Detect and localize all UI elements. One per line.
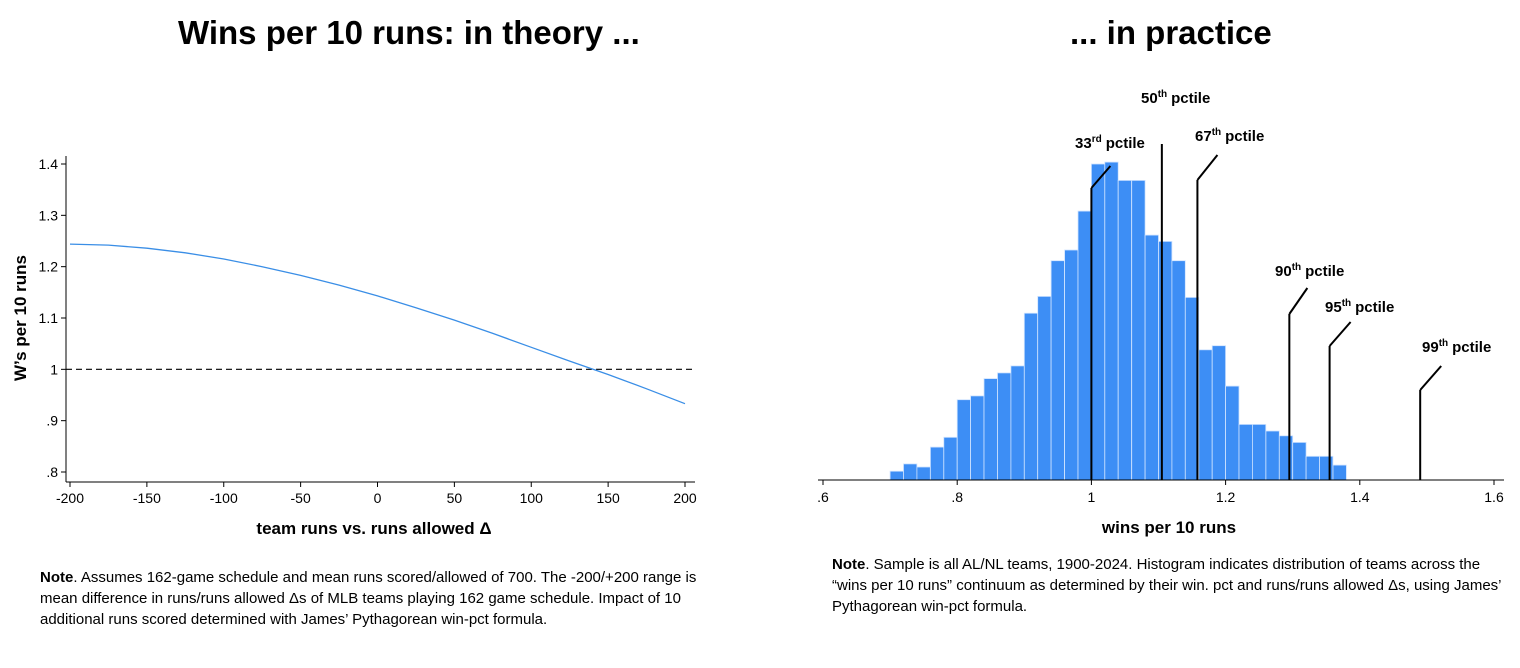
histogram-bar: [1117, 179, 1132, 481]
histogram-bar: [1238, 423, 1253, 481]
histogram-bar: [1171, 260, 1186, 481]
right-x-axis-label: wins per 10 runs: [1101, 518, 1236, 537]
percentile-label: 33rd pctile: [1075, 134, 1145, 152]
left-x-tick-label: -150: [133, 490, 161, 506]
right-note: Note. Sample is all AL/NL teams, 1900-20…: [832, 554, 1512, 617]
left-y-tick-label: 1.1: [39, 310, 59, 326]
right-chart-title: ... in practice: [1070, 14, 1272, 51]
right-x-tick-label: 1.4: [1350, 489, 1370, 505]
histogram-bar: [1050, 260, 1065, 481]
histogram-bar: [1319, 455, 1334, 481]
histogram-bar: [997, 372, 1012, 481]
histogram-bar: [1265, 430, 1280, 481]
histogram-bar: [1292, 441, 1307, 481]
left-note-text: . Assumes 162-game schedule and mean run…: [40, 569, 697, 628]
histogram-bar: [1023, 312, 1039, 481]
left-y-tick-label: 1: [50, 361, 58, 377]
right-x-tick-label: .8: [951, 489, 963, 505]
histogram-bar: [1064, 249, 1079, 481]
histogram-bar: [1305, 455, 1320, 481]
histogram-bar: [983, 378, 998, 481]
histogram-bar: [1332, 464, 1347, 481]
histogram-bar: [970, 395, 985, 481]
histogram-bar: [889, 470, 904, 481]
percentile-label: 99th pctile: [1422, 338, 1491, 356]
histogram-bar: [916, 466, 931, 481]
histogram-bar: [1104, 161, 1119, 481]
left-note: Note. Assumes 162-game schedule and mean…: [40, 567, 720, 630]
left-y-tick-label: 1.3: [39, 207, 59, 223]
percentile-marker-leader: [1288, 287, 1309, 315]
right-note-text: . Sample is all AL/NL teams, 1900-2024. …: [832, 556, 1501, 615]
right-x-tick-label: 1.6: [1484, 489, 1504, 505]
left-x-tick-label: -200: [56, 490, 84, 506]
histogram-bar: [1158, 240, 1173, 481]
histogram-bar: [1225, 385, 1240, 481]
right-x-tick-label: 1.2: [1216, 489, 1236, 505]
percentile-label: 67th pctile: [1195, 127, 1264, 145]
percentile-marker-leader: [1328, 321, 1352, 347]
percentile-label: 50th pctile: [1141, 89, 1210, 107]
histogram-bar: [943, 436, 958, 481]
percentile-label: 95th pctile: [1325, 298, 1394, 316]
histogram-bar: [1131, 179, 1146, 481]
percentile-marker-leader: [1419, 365, 1442, 391]
percentile-marker-leader: [1196, 154, 1219, 181]
histogram-bar: [1278, 435, 1294, 481]
left-x-tick-label: -50: [291, 490, 311, 506]
left-chart-title: Wins per 10 runs: in theory ...: [178, 14, 640, 51]
histogram-bar: [1037, 295, 1052, 481]
histogram-bar: [1198, 349, 1213, 481]
left-x-tick-label: -100: [210, 490, 238, 506]
left-series-line: [69, 243, 686, 405]
percentile-marker-leader: [1090, 165, 1112, 189]
right-x-tick-label: 1: [1088, 489, 1096, 505]
left-y-tick-label: 1.2: [39, 259, 59, 275]
histogram-bar: [956, 399, 972, 481]
histogram-bar: [1144, 234, 1159, 481]
left-note-label: Note: [40, 569, 74, 586]
left-x-axis-label: team runs vs. runs allowed Δ: [256, 519, 491, 538]
left-y-axis-label: W’s per 10 runs: [11, 255, 30, 381]
histogram-bar: [1077, 210, 1092, 481]
right-note-label: Note: [832, 556, 866, 573]
left-x-tick-label: 100: [520, 490, 544, 506]
percentile-label: 90th pctile: [1275, 262, 1344, 280]
histogram-bar: [1091, 163, 1106, 481]
right-x-tick-label: .6: [817, 489, 829, 505]
left-y-tick-label: 1.4: [39, 156, 59, 172]
left-x-tick-label: 150: [596, 490, 620, 506]
left-x-tick-label: 50: [447, 490, 463, 506]
histogram-bar: [1010, 365, 1025, 481]
histogram-bar: [1211, 345, 1226, 481]
histogram-bar: [1252, 423, 1267, 481]
left-x-tick-label: 0: [374, 490, 382, 506]
left-x-tick-label: 200: [673, 490, 697, 506]
histogram-bar: [930, 446, 945, 481]
left-y-tick-label: .9: [46, 413, 58, 429]
histogram-bar: [903, 463, 918, 481]
left-y-tick-label: .8: [46, 464, 58, 480]
